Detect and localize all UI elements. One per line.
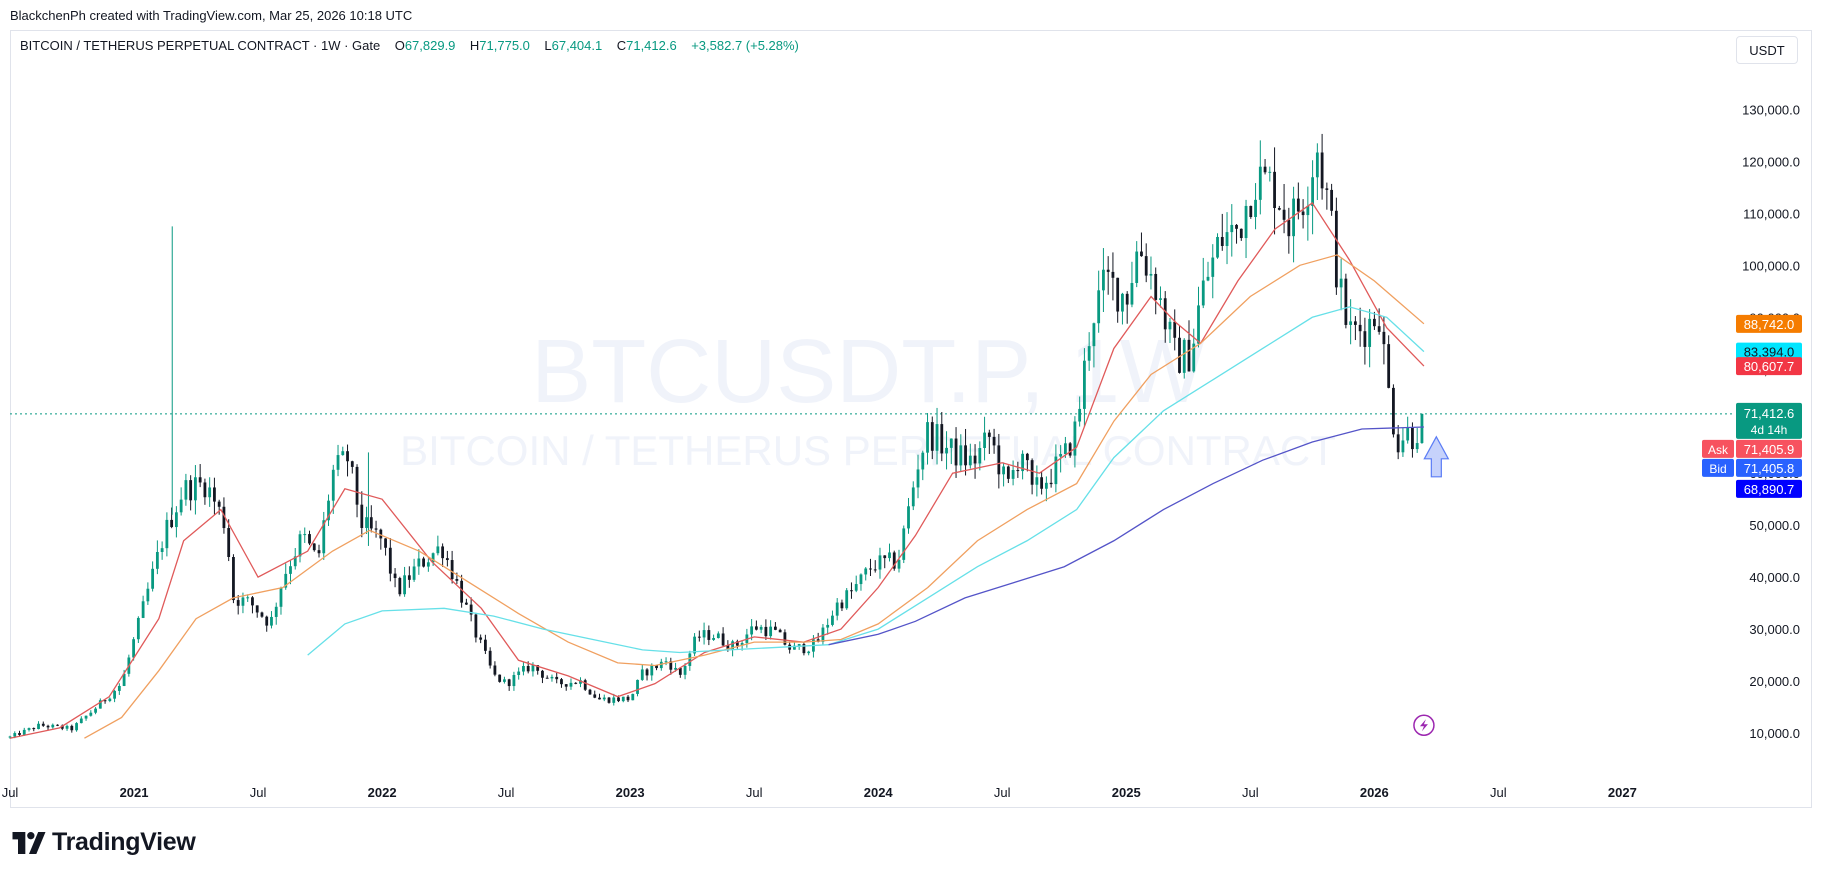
legend-high-label: H	[469, 38, 480, 53]
currency-unit-button[interactable]: USDT	[1736, 36, 1798, 64]
legend-change: +3,582.7 (+5.28%)	[691, 38, 799, 53]
legend-low-label: L	[544, 38, 552, 53]
legend-open-label: O	[394, 38, 405, 53]
tradingview-brand: TradingView	[52, 828, 196, 856]
tradingview-logo[interactable]: TradingView	[12, 828, 196, 857]
attribution-text: BlackchenPh created with TradingView.com…	[10, 8, 413, 23]
tradingview-logo-icon	[12, 831, 46, 854]
legend-low: 67,404.1	[551, 38, 603, 53]
legend-high: 71,775.0	[479, 38, 530, 53]
legend-open: 67,829.9	[404, 38, 456, 53]
legend-close-label: C	[616, 38, 627, 53]
chart-frame[interactable]	[10, 30, 1812, 808]
legend-symbol[interactable]: BITCOIN / TETHERUS PERPETUAL CONTRACT · …	[20, 38, 381, 53]
symbol-legend: BITCOIN / TETHERUS PERPETUAL CONTRACT · …	[20, 38, 799, 53]
legend-close: 71,412.6	[626, 38, 677, 53]
